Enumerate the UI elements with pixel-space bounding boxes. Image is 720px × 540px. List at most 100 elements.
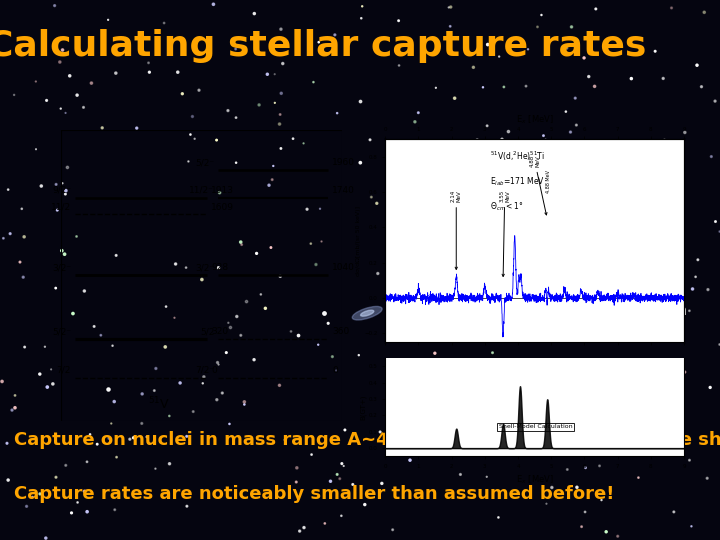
- Text: 3.55
MeV: 3.55 MeV: [500, 190, 510, 276]
- Point: [306, 450, 318, 459]
- Point: [473, 194, 485, 202]
- Point: [42, 383, 53, 391]
- Point: [180, 264, 192, 272]
- Point: [492, 383, 503, 391]
- Point: [415, 158, 426, 166]
- Point: [657, 74, 669, 83]
- Point: [316, 237, 328, 246]
- Point: [319, 519, 330, 528]
- Point: [275, 25, 287, 33]
- Point: [276, 89, 287, 98]
- Point: [536, 272, 547, 280]
- Point: [594, 462, 606, 470]
- Point: [493, 52, 505, 61]
- Point: [106, 419, 117, 428]
- Point: [143, 68, 155, 77]
- Point: [305, 239, 317, 248]
- Point: [55, 104, 66, 113]
- Point: [45, 365, 57, 374]
- Point: [506, 292, 518, 301]
- Point: [649, 403, 661, 411]
- Point: [176, 90, 188, 98]
- Point: [611, 232, 622, 240]
- Point: [30, 77, 42, 86]
- Point: [174, 379, 186, 387]
- Point: [401, 239, 413, 247]
- Point: [230, 158, 242, 167]
- Y-axis label: B(GT+): B(GT+): [359, 395, 366, 420]
- Text: Capture on nuclei in mass range A~45-65 calculated by large-scale shell model: Capture on nuclei in mass range A~45-65 …: [14, 431, 720, 449]
- Point: [57, 179, 68, 187]
- Text: Calculating stellar capture rates: Calculating stellar capture rates: [0, 29, 647, 63]
- Point: [102, 16, 114, 24]
- Point: [666, 4, 678, 12]
- Point: [274, 120, 285, 129]
- Point: [562, 251, 574, 259]
- Point: [684, 307, 696, 315]
- Point: [564, 128, 576, 137]
- Text: 3/2⁻: 3/2⁻: [52, 264, 71, 273]
- Point: [467, 63, 479, 72]
- Point: [472, 237, 483, 245]
- Point: [589, 82, 600, 91]
- Point: [445, 3, 456, 11]
- Point: [57, 46, 68, 55]
- Text: 5/2⁻: 5/2⁻: [195, 158, 215, 167]
- Point: [714, 340, 720, 349]
- Point: [30, 145, 42, 153]
- Point: [238, 400, 250, 409]
- Point: [585, 222, 596, 231]
- Point: [572, 332, 584, 341]
- Point: [39, 342, 50, 351]
- Point: [60, 190, 71, 198]
- Point: [679, 128, 690, 137]
- Point: [336, 511, 347, 520]
- Ellipse shape: [352, 306, 382, 320]
- Point: [269, 98, 281, 107]
- Point: [222, 106, 234, 115]
- Point: [16, 205, 27, 213]
- Point: [212, 264, 224, 272]
- Point: [454, 470, 466, 479]
- Point: [9, 91, 20, 99]
- Text: 2.14
MeV: 2.14 MeV: [451, 190, 462, 269]
- Point: [240, 297, 252, 306]
- Point: [487, 361, 498, 370]
- Point: [649, 47, 661, 56]
- Point: [172, 68, 184, 77]
- Point: [230, 113, 242, 122]
- Text: data KVI Groningen: data KVI Groningen: [552, 303, 688, 318]
- Point: [405, 225, 417, 234]
- Point: [211, 395, 222, 404]
- Point: [2, 185, 14, 194]
- Point: [441, 404, 452, 413]
- Point: [541, 300, 552, 309]
- Point: [430, 84, 441, 92]
- Point: [679, 368, 690, 376]
- Point: [483, 249, 495, 258]
- Point: [124, 435, 135, 443]
- Point: [659, 136, 670, 145]
- Point: [356, 14, 367, 23]
- Point: [634, 328, 646, 337]
- Point: [347, 480, 359, 489]
- Point: [521, 82, 532, 90]
- Point: [404, 456, 415, 464]
- Point: [472, 136, 483, 144]
- Point: [49, 1, 60, 10]
- Point: [111, 453, 122, 462]
- Point: [482, 40, 493, 49]
- Point: [591, 290, 603, 299]
- Point: [275, 144, 287, 153]
- Point: [91, 440, 103, 449]
- Point: [318, 309, 330, 318]
- Point: [236, 240, 248, 249]
- Point: [47, 380, 58, 388]
- Point: [704, 383, 716, 391]
- Text: 11/2⁻: 11/2⁻: [189, 186, 215, 195]
- Point: [599, 253, 611, 261]
- Point: [359, 500, 371, 509]
- Point: [569, 293, 580, 302]
- Point: [4, 230, 16, 238]
- Text: Capture rates are noticeably smaller than assumed before!: Capture rates are noticeably smaller tha…: [14, 485, 615, 503]
